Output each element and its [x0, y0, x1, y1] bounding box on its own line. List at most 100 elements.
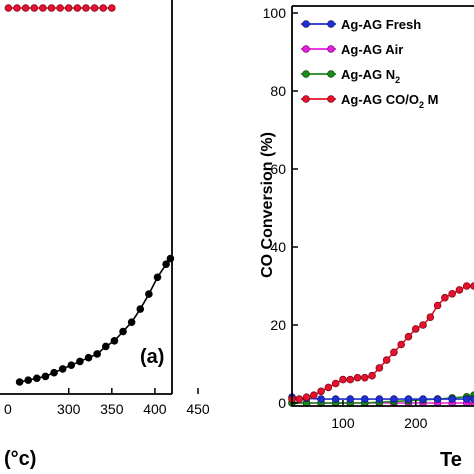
panel-b-series-3-point [302, 393, 311, 401]
panel-a-series-1-point [93, 350, 101, 358]
panel-a-series-0-point [47, 4, 56, 12]
panel-b-series-3-point [390, 348, 398, 357]
panel-b-series-0-point [317, 395, 325, 403]
panel-a-series-0-point [82, 4, 90, 12]
legend-label: Ag-AG Air [341, 42, 403, 57]
panel-b-series-3-line [292, 285, 474, 400]
legend-label: Ag-AG N2 [341, 67, 400, 85]
panel-b-series-0-point [346, 395, 355, 403]
panel-b-series-3-point [433, 301, 442, 310]
panel-a-series-1-point [41, 372, 50, 381]
legend-label: Ag-AG CO/O2 M [341, 92, 438, 110]
panel-b-series-3-point [441, 293, 449, 302]
panel-a-series-0-point [64, 4, 73, 12]
panel-b-series-0-point [462, 395, 471, 403]
panel-b-series-3-point [404, 332, 413, 341]
panel-a-series-1-point [24, 376, 33, 384]
legend-swatch-marker [327, 45, 335, 53]
panel-b-series-3-point [462, 282, 471, 290]
panel-a-series-0-point [56, 4, 64, 12]
panel-b-series-0-point [404, 395, 413, 403]
panel-a-x-tick-label: 450 [186, 401, 210, 417]
panel-b-y-tick-label: 60 [270, 161, 286, 177]
panel-b-series-3-point [353, 373, 362, 382]
legend-swatch-marker [327, 95, 335, 103]
panel-a-series-1-point [101, 342, 110, 351]
legend-swatch-marker [302, 95, 310, 103]
panel-b-series-3-point [331, 379, 340, 388]
panel-b-series-3-point [339, 375, 347, 384]
panel-a-series-0-point [73, 4, 82, 12]
panel-a-series-0-point [90, 4, 99, 12]
panel-a-series-1-point [127, 318, 136, 326]
legend-swatch-marker [302, 45, 310, 53]
panel-a-series-1-point [33, 374, 41, 383]
panel-b-series-3-point [317, 387, 325, 396]
panel-b-series-0-point [331, 395, 340, 403]
panel-b-series-3-point [397, 340, 406, 349]
legend-swatch-marker [327, 20, 335, 28]
panel-b-series-0-point [448, 395, 456, 403]
panel-a-series-0-point [21, 4, 30, 12]
panel-a-series-0-point [108, 4, 116, 12]
panel-b-series-3-point [346, 375, 355, 384]
panel-a-chart: 300 350 400 450 0 (a) (°c) [0, 0, 210, 470]
panel-b-series-0-point [375, 395, 384, 403]
panel-a-series-1-point [67, 361, 76, 369]
legend-swatch-marker [302, 70, 310, 78]
panel-a-series-1-point [136, 305, 145, 313]
panel-b-series-3-point [455, 286, 464, 294]
panel-a-partial-tick-label: 0 [4, 401, 12, 417]
panel-a-series-1-point [58, 365, 67, 373]
y-axis-title: CO Conversion (%) [259, 132, 276, 278]
panel-a-series-0-point [13, 4, 21, 12]
panel-b-series-3-point [375, 364, 384, 372]
panel-a-series-1-point [84, 353, 93, 362]
panel-b-series-3-point [470, 282, 474, 290]
panel-a-series-0-point [30, 4, 39, 12]
panel-tag-a: (a) [140, 346, 164, 368]
panel-a-series-1-point [15, 378, 24, 386]
panel-b-y-tick-label: 100 [263, 5, 287, 21]
panel-b-series-3-point [368, 371, 376, 380]
legend: Ag-AG Fresh Ag-AG Air Ag-AG N2 Ag-AG CO/O2 … [301, 17, 438, 110]
panel-b-series-3-point [295, 395, 304, 403]
panel-b-series-3-point [324, 383, 333, 392]
panel-a-series-1-point [145, 290, 153, 298]
legend-swatch-marker [327, 70, 335, 78]
panel-b-series-0-point [433, 395, 442, 403]
panel-a-series-0-point [99, 4, 107, 12]
legend-label: Ag-AG Fresh [341, 17, 421, 32]
legend-swatch-marker [302, 20, 310, 28]
panel-a-series-1-point [119, 327, 127, 336]
panel-a-series-1-point [50, 368, 58, 377]
panel-b-series-3-point [382, 356, 391, 364]
panel-b-x-tick-label: 100 [331, 415, 355, 431]
panel-b-y-tick-label: 40 [270, 239, 286, 255]
panel-a-series-1-point [76, 357, 84, 366]
panel-a-series-0-point [4, 4, 13, 12]
panel-a-series-1-point [153, 273, 162, 282]
panel-a-series-1-point [162, 260, 170, 268]
panel-b-series-3-point [310, 391, 318, 400]
panel-b-series-3-point [411, 325, 420, 333]
panel-b-series-0-point [360, 395, 369, 403]
panel-a-x-tick-label: 300 [57, 401, 81, 417]
panel-b-series-3-point [448, 289, 456, 298]
x-axis-unit-fragment: (°c) [4, 448, 36, 470]
panel-b-y-tick-label: 0 [278, 395, 286, 411]
panel-a-series-1-point [110, 337, 119, 345]
panel-b-series-3-point [419, 321, 427, 329]
panel-a-x-tick-label: 350 [100, 401, 124, 417]
panel-b-y-tick-label: 80 [270, 83, 286, 99]
panel-b-series-0-point [419, 395, 427, 403]
panel-b-series-3-point [426, 313, 435, 322]
panel-b-series-0-point [470, 395, 474, 403]
panel-b-x-tick-label: 200 [404, 415, 428, 431]
panel-a-series-0-point [39, 4, 47, 12]
panel-b-y-tick-label: 20 [270, 317, 286, 333]
panel-b-series-0-point [390, 395, 398, 403]
panel-b-series-3-point [360, 373, 369, 382]
